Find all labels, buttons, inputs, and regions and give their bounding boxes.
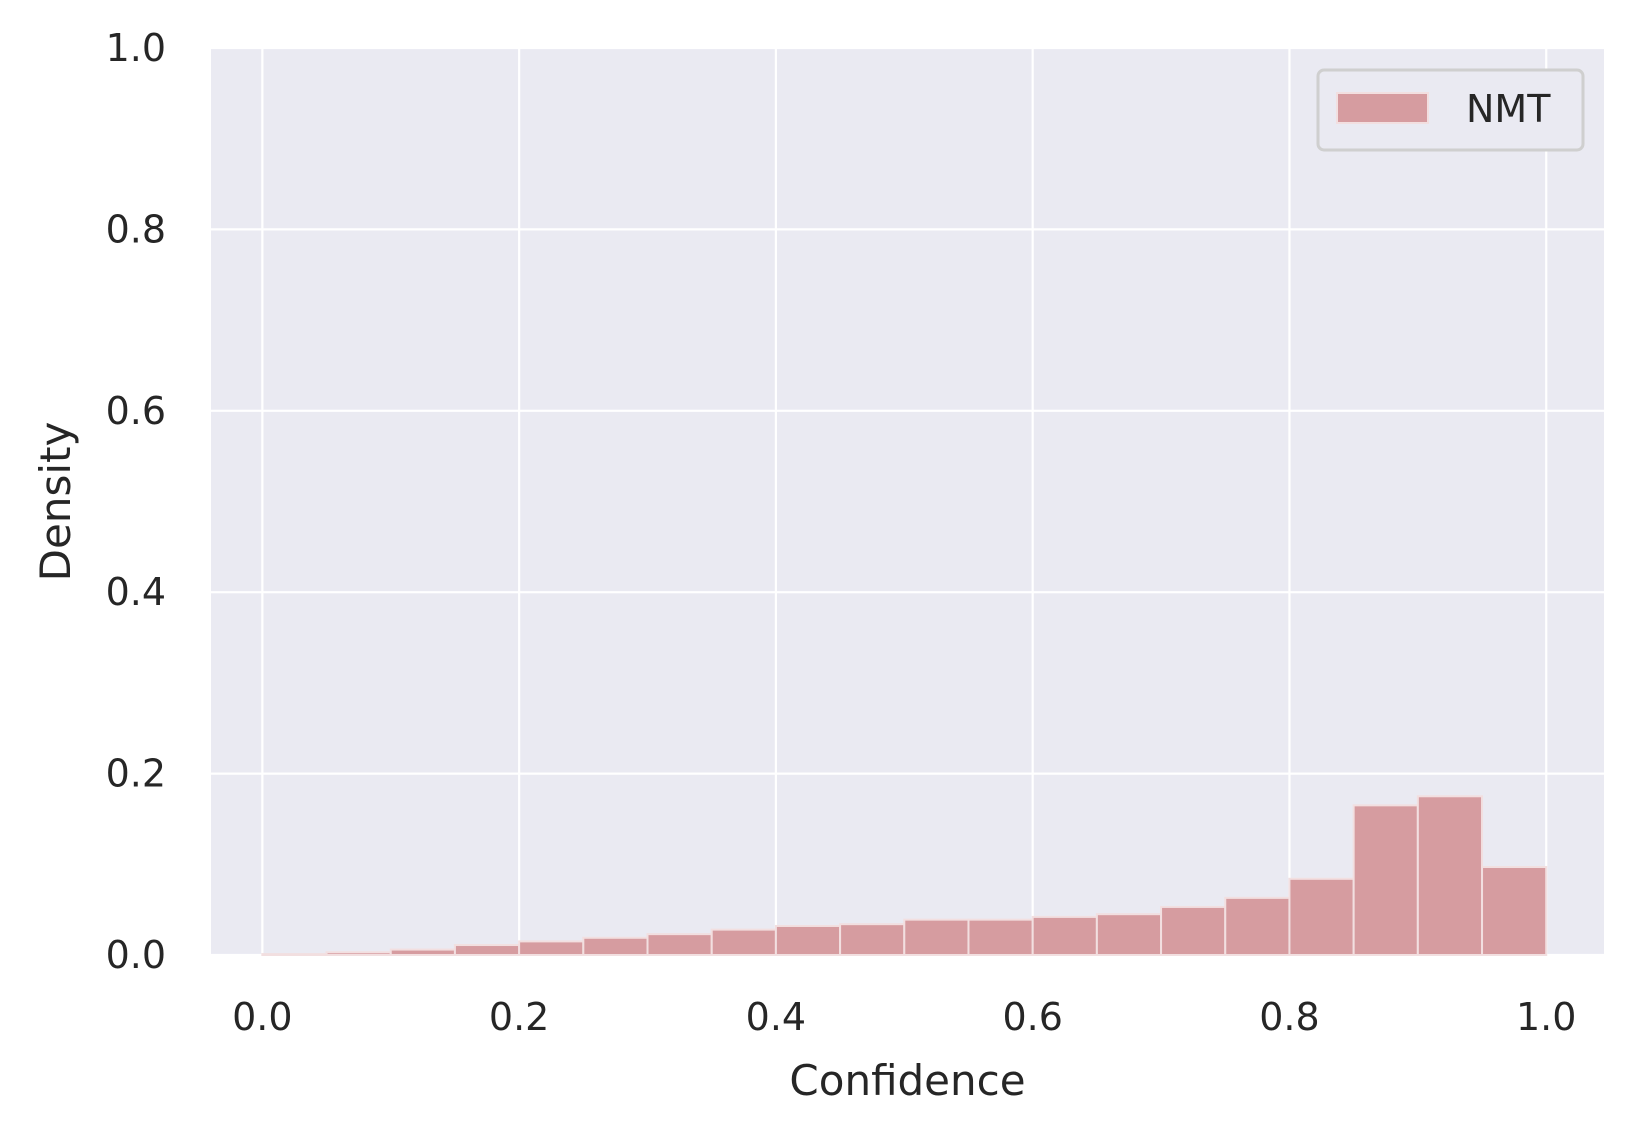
y-tick-labels: 0.0 0.2 0.4 0.6 0.8 1.0 — [106, 26, 166, 977]
plot-background — [211, 48, 1604, 955]
histogram-bar — [389, 948, 456, 956]
legend-box — [1316, 68, 1585, 152]
x-tick-label: 0.2 — [489, 995, 549, 1039]
histogram-bar — [261, 953, 328, 957]
x-tick-label: 0.6 — [1002, 995, 1062, 1039]
histogram-bar — [582, 936, 649, 957]
histogram-bar — [774, 924, 842, 957]
y-tick-label: 0.0 — [106, 933, 166, 977]
x-tick-label: 1.0 — [1516, 995, 1576, 1039]
x-tick-label: 0.0 — [232, 995, 292, 1039]
legend: NMT — [1316, 68, 1585, 152]
histogram-bar — [1095, 913, 1163, 956]
y-tick-label: 0.4 — [106, 570, 166, 614]
histogram-bar — [1288, 877, 1355, 957]
grid-lines — [211, 46, 1604, 957]
y-tick-label: 0.8 — [106, 207, 166, 251]
histogram-bar — [1031, 915, 1098, 957]
x-tick-label: 0.4 — [746, 995, 806, 1039]
bars — [261, 795, 1548, 957]
histogram-bar — [967, 918, 1034, 957]
histogram-bar — [903, 918, 970, 957]
y-axis-label: Density — [31, 422, 80, 582]
histogram-bar — [453, 944, 521, 957]
histogram-bar — [1224, 896, 1291, 957]
histogram-bar — [1352, 804, 1419, 956]
legend-label: NMT — [1466, 87, 1551, 131]
y-tick-label: 0.2 — [106, 752, 166, 796]
histogram-bar — [325, 951, 392, 956]
histogram-bar — [646, 933, 713, 956]
histogram-bar — [839, 923, 906, 956]
histogram-bar — [1481, 866, 1548, 956]
histogram-bar — [1416, 795, 1484, 957]
y-tick-label: 0.6 — [106, 389, 166, 433]
legend-swatch — [1336, 92, 1429, 124]
histogram-bar — [710, 928, 777, 957]
x-axis-label: Confidence — [789, 1056, 1025, 1105]
y-tick-label: 1.0 — [106, 26, 166, 70]
histogram-bar — [518, 940, 585, 957]
x-tick-labels: 0.0 0.2 0.4 0.6 0.8 1.0 — [232, 995, 1576, 1039]
histogram-bar — [1160, 905, 1227, 957]
x-tick-label: 0.8 — [1259, 995, 1319, 1039]
